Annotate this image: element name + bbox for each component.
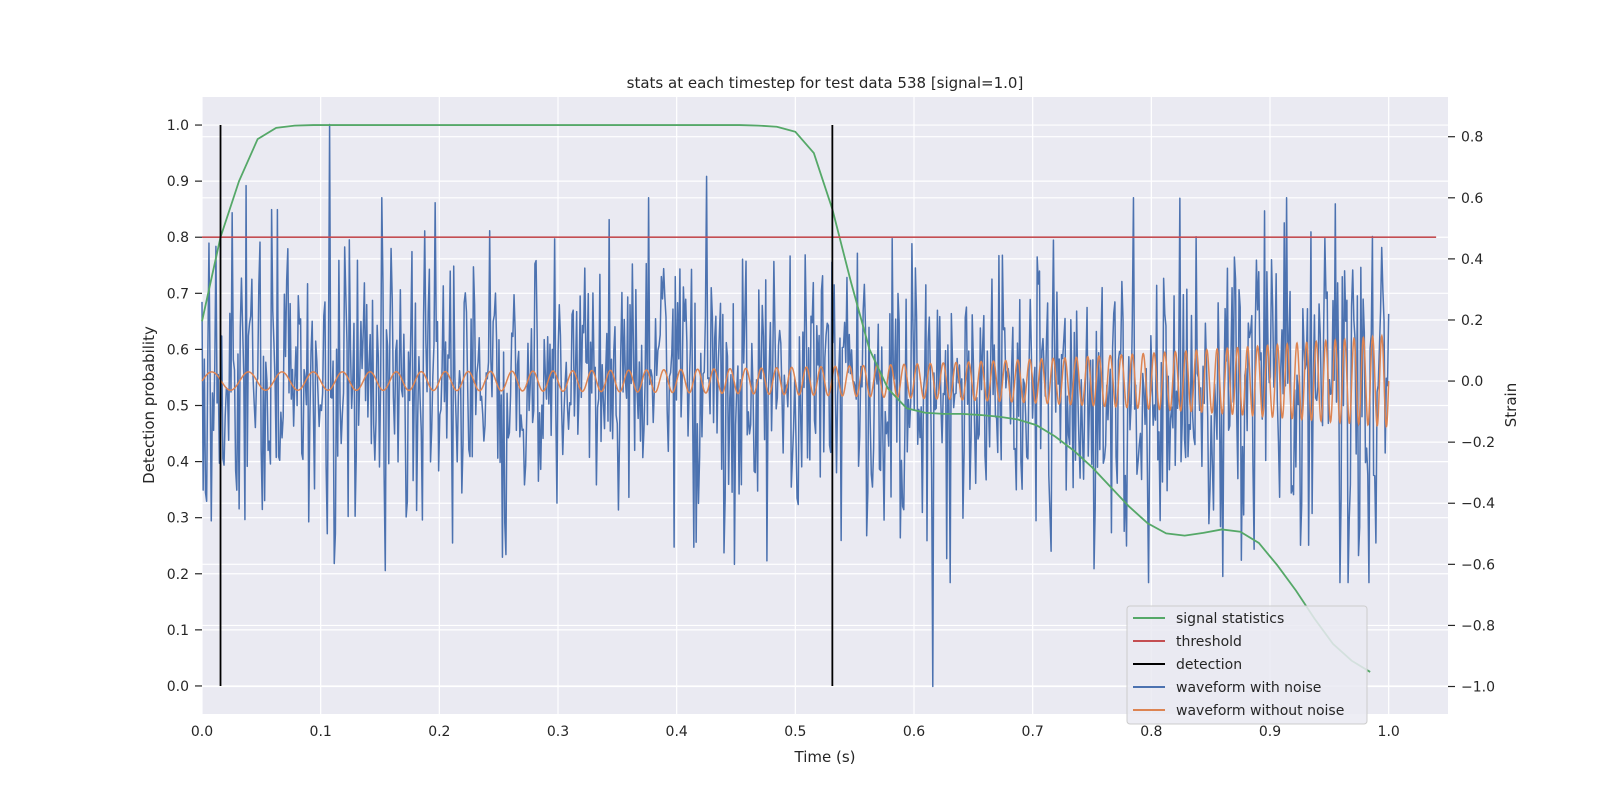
y-tick-label: 0.8 [167, 230, 189, 246]
y2-tick-label: −0.8 [1461, 618, 1495, 634]
x-tick-label: 0.5 [784, 724, 806, 740]
chart-title: stats at each timestep for test data 538… [627, 74, 1024, 92]
waveform-without-noise-line [201, 333, 1390, 429]
y-tick-label: 0.2 [167, 567, 189, 583]
y2-tick-label: −0.2 [1461, 435, 1495, 451]
y-tick-label: 0.6 [167, 342, 189, 358]
y2-tick-label: 0.0 [1461, 374, 1483, 390]
signal-statistics-line [201, 124, 1371, 673]
x-tick-label: 0.3 [547, 724, 569, 740]
y2-tick-label: −0.4 [1461, 496, 1495, 512]
legend-box [1126, 605, 1368, 725]
y-tick-label: 1.0 [167, 118, 189, 134]
signal-statistics-series [201, 124, 1371, 673]
x-tick-label: 0.8 [1140, 724, 1162, 740]
x-tick-label: 0.4 [666, 724, 688, 740]
waveform-with-noise-series [201, 123, 1390, 688]
y-tick-label: 0.1 [167, 623, 189, 639]
waveform-with-noise-line [201, 123, 1390, 688]
legend-label-waveform-without-noise: waveform without noise [1176, 703, 1344, 719]
y-axis-ticks: 0.0 0.1 0.2 0.3 0.4 0.5 0.6 0.7 0.8 0.9 1.0 [167, 118, 202, 695]
y-tick-label: 0.0 [167, 679, 189, 695]
legend-label-detection: detection [1176, 657, 1242, 673]
x-axis-title: Time (s) [794, 748, 856, 766]
x-tick-label: 0.6 [903, 724, 925, 740]
x-tick-label: 0.1 [310, 724, 332, 740]
y2-axis-ticks: −1.0 −0.8 −0.6 −0.4 −0.2 0.0 0.2 0.4 0.6 0.8 [1448, 130, 1495, 696]
x-axis-ticks: 0.0 0.1 0.2 0.3 0.4 0.5 0.6 0.7 0.8 0.9 1.0 [191, 724, 1400, 740]
y2-tick-label: 0.6 [1461, 191, 1483, 207]
detection-series [219, 125, 834, 686]
y2-tick-label: 0.2 [1461, 313, 1483, 329]
y-tick-label: 0.5 [167, 399, 189, 415]
waveform-without-noise-series [201, 333, 1390, 429]
y2-tick-label: −1.0 [1461, 680, 1495, 696]
y-tick-label: 0.7 [167, 286, 189, 302]
y2-tick-label: 0.8 [1461, 130, 1483, 146]
y2-axis-title: Strain [1502, 383, 1520, 427]
legend-label-waveform-with-noise: waveform with noise [1176, 680, 1321, 696]
y2-tick-label: 0.4 [1461, 252, 1483, 268]
legend: signal statistics threshold detection wa… [1126, 605, 1368, 725]
x-tick-label: 0.2 [428, 724, 450, 740]
y-tick-label: 0.9 [167, 174, 189, 190]
x-tick-label: 0.9 [1259, 724, 1281, 740]
x-tick-label: 0.0 [191, 724, 213, 740]
legend-label-threshold: threshold [1176, 634, 1242, 650]
y2-tick-label: −0.6 [1461, 557, 1495, 573]
x-tick-label: 1.0 [1378, 724, 1400, 740]
legend-label-signal-statistics: signal statistics [1176, 611, 1284, 627]
y-tick-label: 0.4 [167, 455, 189, 471]
x-tick-label: 0.7 [1022, 724, 1044, 740]
y-tick-label: 0.3 [167, 511, 189, 527]
y-axis-title: Detection probability [140, 326, 158, 484]
